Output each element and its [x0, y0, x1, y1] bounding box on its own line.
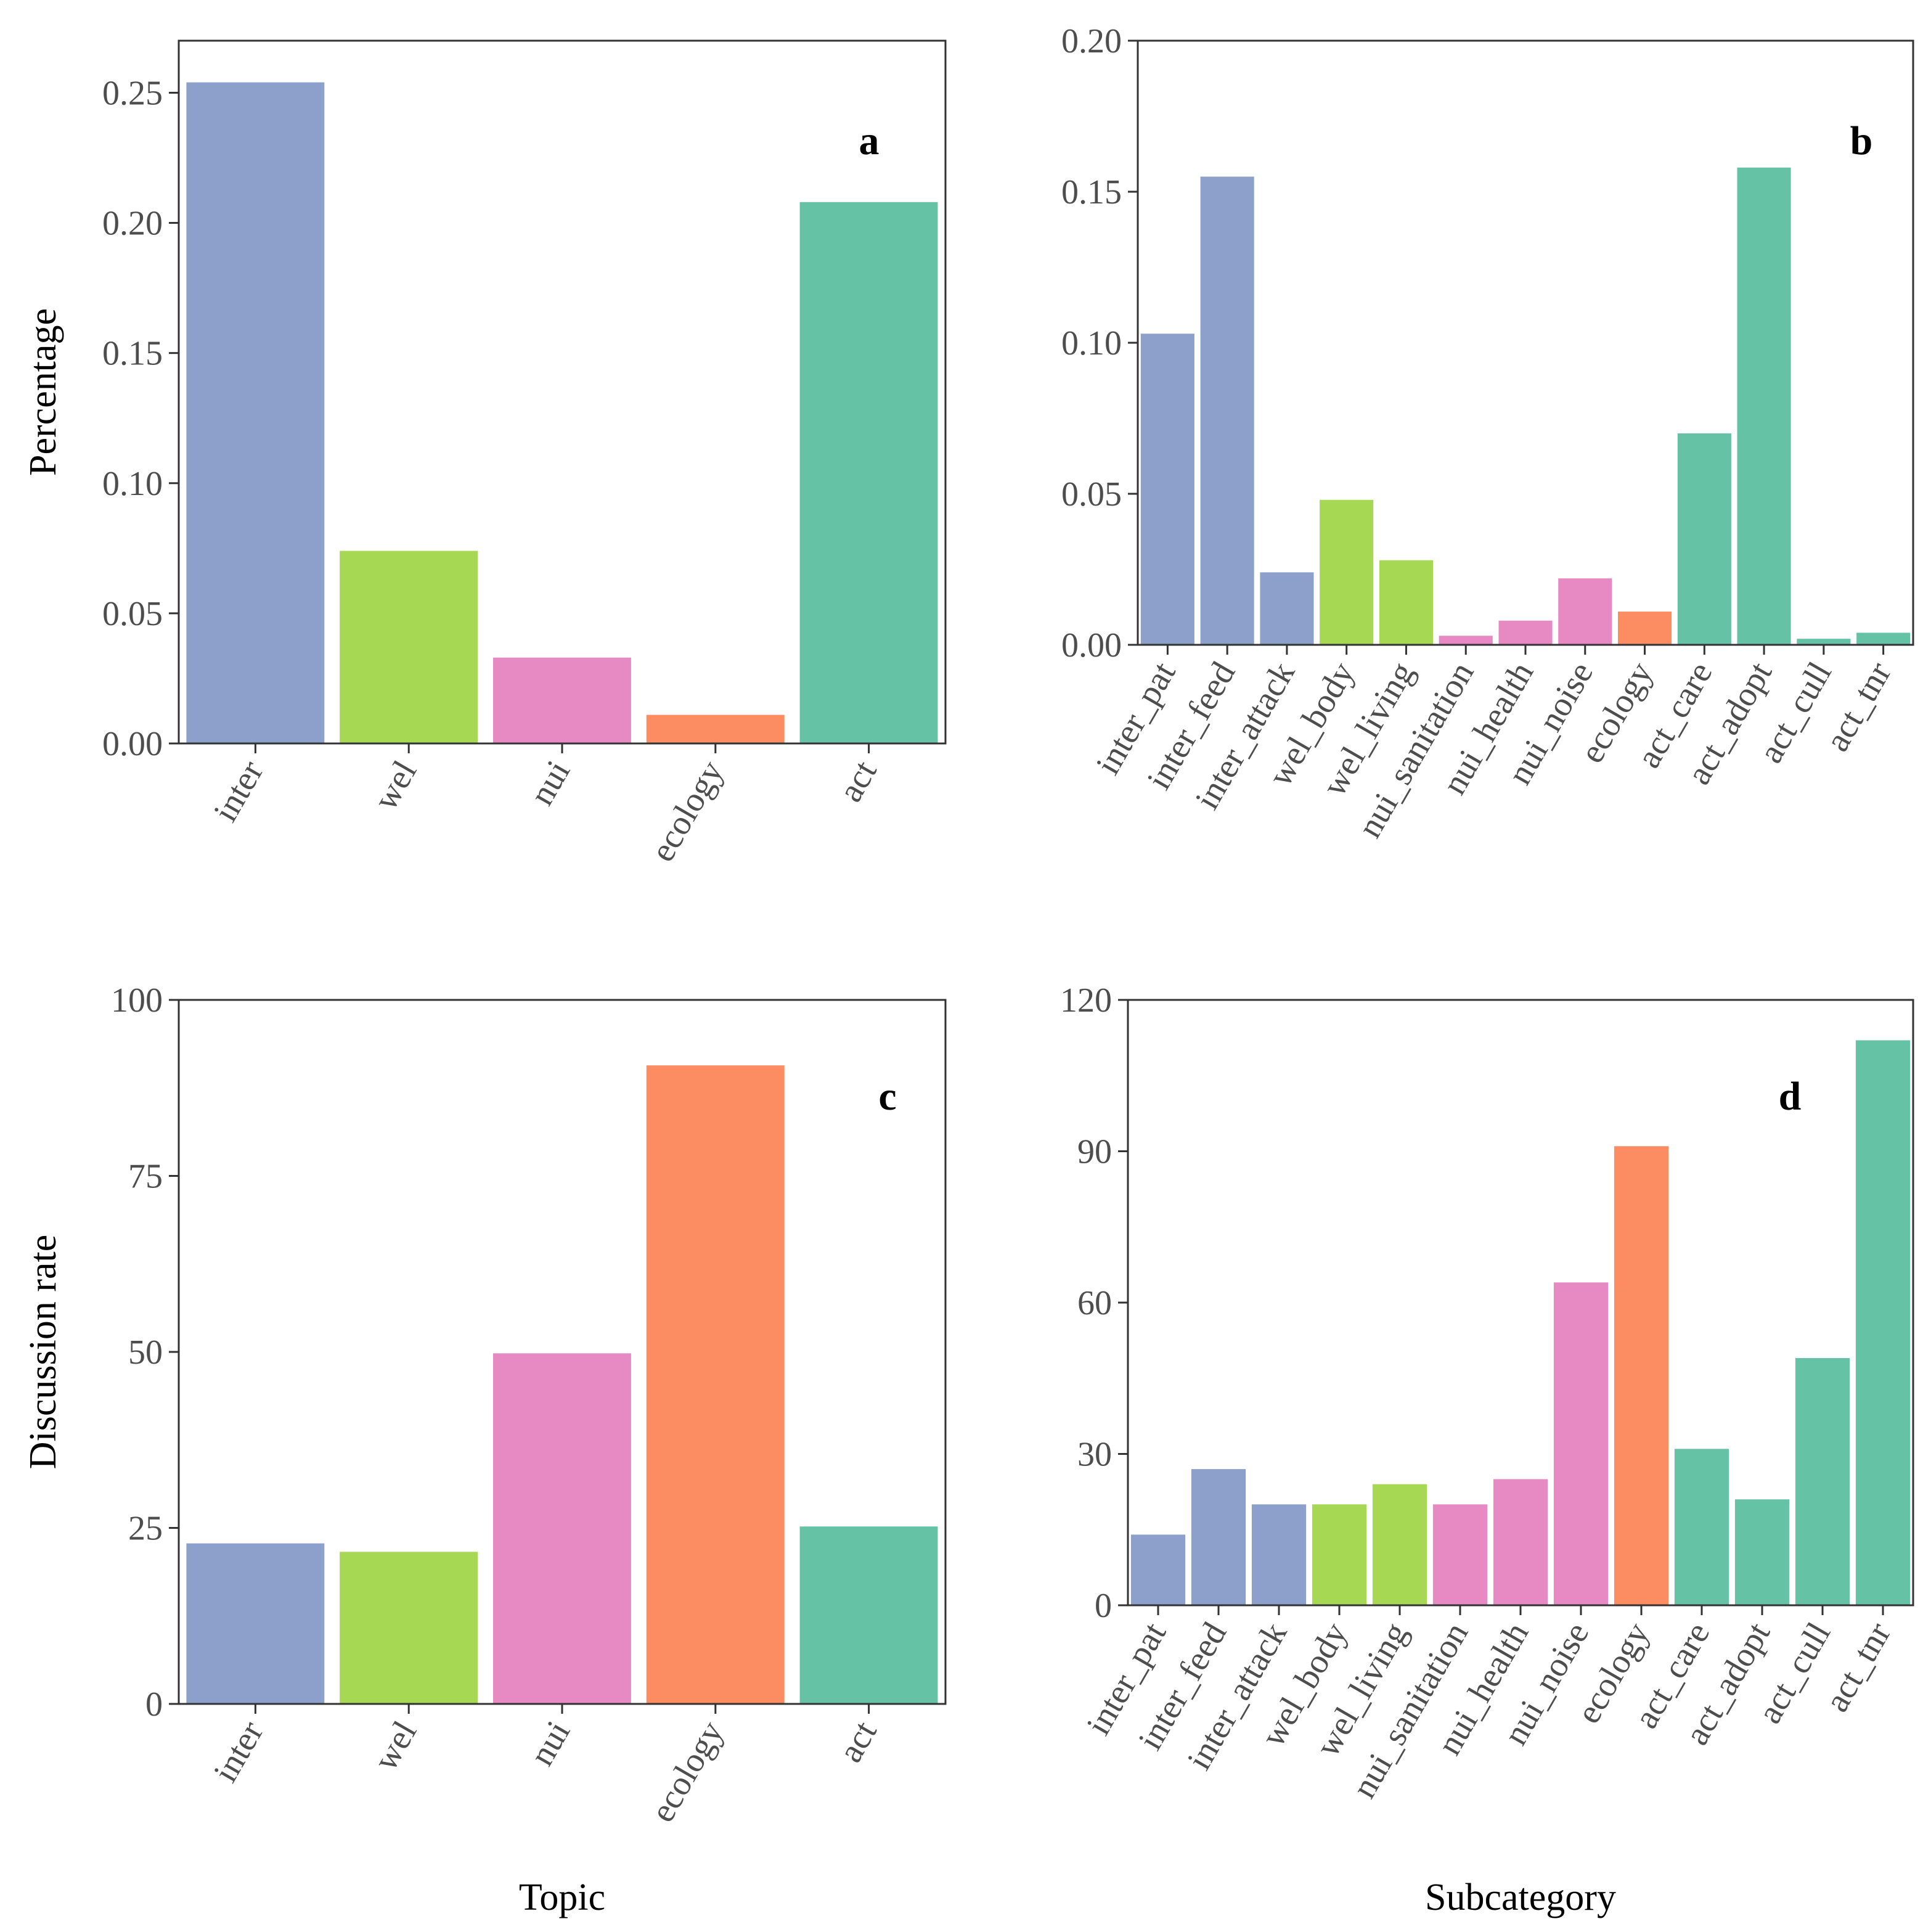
xtick-label-c-nui: nui [523, 1715, 578, 1772]
ytick-label-b-1: 0.05 [1061, 475, 1122, 514]
ytick-label-d-4: 120 [1060, 981, 1112, 1020]
bar-d-inter_attack [1251, 1504, 1307, 1605]
bar-b-inter_feed [1200, 176, 1254, 645]
ytick-label-a-3: 0.15 [102, 335, 163, 373]
xtick-label-a-act: act [831, 754, 885, 808]
bar-b-ecology [1618, 612, 1672, 645]
xtick-label-a-wel: wel [366, 755, 424, 817]
ytick-label-a-2: 0.10 [102, 465, 163, 503]
xtick-label-c-wel: wel [366, 1715, 424, 1777]
bar-d-wel_living [1372, 1484, 1427, 1605]
bar-c-act [799, 1526, 938, 1704]
y-axis-title-c: Discussion rate [22, 1235, 64, 1470]
xtick-label-c-inter: inter [206, 1714, 271, 1788]
bar-b-act_cull [1797, 639, 1851, 645]
ytick-label-b-2: 0.10 [1061, 324, 1122, 362]
bar-a-ecology [646, 714, 785, 743]
xtick-label-c-act: act [831, 1714, 885, 1769]
ytick-label-c-4: 100 [111, 981, 163, 1020]
y-axis-title-a: Percentage [22, 308, 64, 476]
ytick-label-c-1: 25 [128, 1510, 163, 1548]
bar-b-inter_pat [1140, 334, 1194, 645]
bar-b-nui_health [1498, 620, 1553, 645]
ytick-label-d-0: 0 [1095, 1587, 1112, 1625]
bar-b-act_care [1677, 433, 1731, 645]
bar-b-inter_attack [1260, 572, 1314, 645]
bar-a-wel [340, 551, 478, 743]
ytick-label-a-4: 0.20 [102, 205, 163, 243]
bar-d-nui_noise [1553, 1282, 1609, 1605]
bar-d-inter_feed [1191, 1469, 1246, 1605]
x-axis-title-d: Subcategory [1425, 1877, 1616, 1918]
bar-b-act_adopt [1737, 167, 1791, 645]
bar-a-nui [493, 657, 631, 743]
xtick-label-a-nui: nui [523, 755, 578, 812]
xtick-label-a-ecology: ecology [643, 755, 731, 869]
x-axis-title-c: Topic [519, 1877, 605, 1918]
bar-b-act_tnr [1856, 632, 1911, 645]
ytick-label-c-3: 75 [128, 1158, 163, 1196]
bar-c-wel [340, 1552, 478, 1704]
bar-b-nui_sanitation [1439, 636, 1493, 645]
ytick-label-d-3: 90 [1077, 1133, 1112, 1171]
xtick-label-a-inter: inter [206, 754, 271, 828]
bar-d-act_care [1674, 1449, 1729, 1605]
ytick-label-b-3: 0.15 [1061, 173, 1122, 211]
ytick-label-b-4: 0.20 [1061, 22, 1122, 60]
bar-c-ecology [646, 1065, 785, 1704]
panel-tag-b: b [1850, 118, 1873, 163]
bar-a-inter [186, 82, 325, 744]
panel-tag-d: d [1779, 1074, 1802, 1119]
ytick-label-a-1: 0.05 [102, 595, 163, 633]
bar-d-nui_health [1493, 1479, 1548, 1605]
bar-d-act_adopt [1734, 1499, 1790, 1605]
bar-b-wel_body [1320, 499, 1374, 645]
bar-a-act [799, 202, 938, 743]
ytick-label-d-2: 60 [1077, 1284, 1112, 1322]
ytick-label-a-0: 0.00 [102, 725, 163, 763]
panel-tag-c: c [878, 1074, 896, 1119]
ytick-label-d-1: 30 [1077, 1436, 1112, 1474]
ytick-label-c-2: 50 [128, 1333, 163, 1372]
bar-d-act_tnr [1855, 1040, 1911, 1605]
bar-c-nui [493, 1353, 631, 1704]
bar-d-inter_pat [1130, 1534, 1186, 1605]
ytick-label-c-0: 0 [145, 1685, 163, 1724]
xtick-label-c-ecology: ecology [643, 1715, 731, 1829]
bar-b-wel_living [1379, 560, 1433, 645]
bar-d-wel_body [1312, 1504, 1367, 1605]
ytick-label-a-5: 0.25 [102, 74, 163, 112]
bar-b-nui_noise [1558, 578, 1612, 645]
ytick-label-b-0: 0.00 [1061, 626, 1122, 665]
bar-d-act_cull [1795, 1358, 1850, 1605]
panel-tag-a: a [859, 118, 880, 163]
bar-d-ecology [1614, 1146, 1669, 1605]
bar-d-nui_sanitation [1432, 1504, 1488, 1605]
bar-c-inter [186, 1543, 325, 1704]
